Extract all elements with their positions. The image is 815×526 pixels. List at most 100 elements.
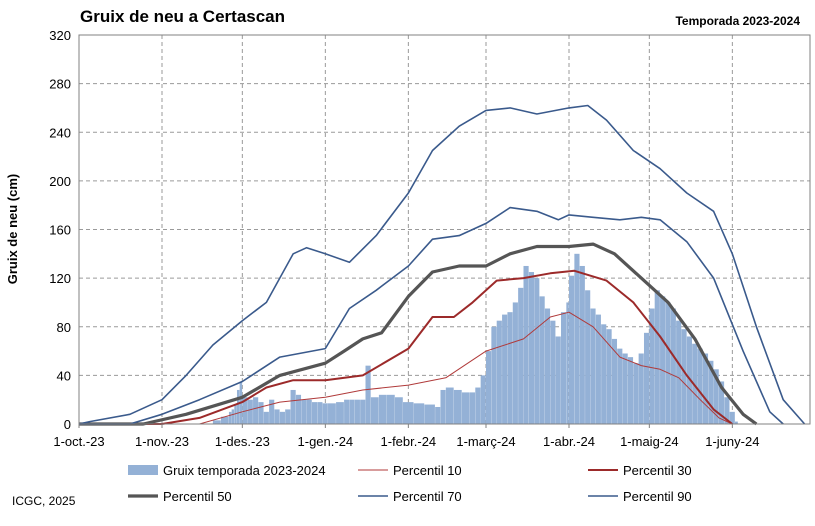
legend-label: Percentil 50 bbox=[163, 489, 232, 504]
snow-depth-bar bbox=[306, 399, 312, 424]
snow-depth-bar bbox=[475, 387, 481, 424]
snow-depth-bar bbox=[708, 360, 714, 424]
snow-depth-bar bbox=[236, 389, 240, 424]
snow-depth-bar bbox=[496, 320, 502, 424]
chart-title: Gruix de neu a Certascan bbox=[80, 7, 285, 26]
snow-depth-bar bbox=[453, 389, 462, 424]
x-tick-label: 1-nov.-23 bbox=[135, 434, 189, 449]
snow-depth-bar bbox=[601, 324, 607, 424]
snow-depth-bar bbox=[566, 302, 569, 424]
snow-depth-bar bbox=[590, 308, 596, 424]
x-tick-label: 1-des.-23 bbox=[215, 434, 270, 449]
y-tick-label: 160 bbox=[49, 223, 71, 238]
y-tick-label: 40 bbox=[57, 368, 71, 383]
snow-depth-bar bbox=[518, 287, 524, 424]
snow-depth-bar bbox=[253, 397, 259, 424]
snow-depth-bar bbox=[370, 397, 379, 424]
snow-depth-bar bbox=[344, 399, 350, 424]
x-tick-label: 1-gen.-24 bbox=[298, 434, 354, 449]
x-tick-label: 1-oct.-23 bbox=[53, 434, 104, 449]
snow-depth-bar bbox=[595, 314, 601, 424]
snow-depth-bar bbox=[295, 394, 302, 424]
snow-depth-bar bbox=[512, 302, 518, 424]
snow-depth-bar bbox=[435, 406, 441, 424]
x-tick-label: 1-febr.-24 bbox=[381, 434, 437, 449]
percentil-70-line bbox=[79, 206, 784, 425]
snow-depth-bar bbox=[523, 265, 529, 424]
snow-depth-bar bbox=[491, 326, 497, 424]
snow-depth-bar bbox=[611, 338, 618, 424]
snow-depth-bars bbox=[212, 253, 738, 424]
snow-depth-bar bbox=[550, 320, 556, 424]
percentil-90-line bbox=[78, 104, 806, 425]
percentil-30-line bbox=[79, 269, 733, 425]
snow-depth-bar bbox=[574, 253, 580, 424]
x-tick-label: 1-maig-24 bbox=[620, 434, 679, 449]
y-axis-label: Gruix de neu (cm) bbox=[5, 174, 20, 285]
legend-label: Percentil 70 bbox=[393, 489, 462, 504]
snow-depth-bar bbox=[234, 404, 237, 424]
y-tick-label: 80 bbox=[57, 320, 71, 335]
snow-depth-bar bbox=[555, 336, 561, 424]
snow-depth-bar bbox=[539, 296, 545, 424]
season-label: Temporada 2023-2024 bbox=[675, 14, 800, 28]
y-tick-label: 0 bbox=[64, 417, 71, 432]
snow-depth-bar bbox=[424, 404, 435, 424]
percentil-50-line bbox=[79, 242, 758, 426]
snow-depth-bar bbox=[544, 308, 551, 424]
snow-depth-bar bbox=[660, 296, 666, 424]
snow-depth-bar bbox=[258, 402, 264, 424]
snow-depth-bar bbox=[365, 365, 371, 424]
percentile-lines bbox=[78, 104, 806, 426]
snow-depth-bar bbox=[440, 389, 446, 424]
snow-depth-bar bbox=[676, 320, 682, 424]
snow-depth-bar bbox=[617, 348, 623, 424]
credit: ICGC, 2025 bbox=[12, 494, 76, 508]
plot-area bbox=[78, 34, 811, 425]
snow-depth-bar bbox=[354, 399, 360, 424]
snow-depth-bar bbox=[569, 275, 575, 424]
snow-depth-bar bbox=[212, 420, 221, 424]
legend-label: Gruix temporada 2023-2024 bbox=[163, 463, 326, 478]
legend-swatch-bars bbox=[128, 465, 158, 475]
snow-depth-bar bbox=[378, 394, 387, 424]
legend-label: Percentil 30 bbox=[623, 463, 692, 478]
snow-depth-bar bbox=[507, 312, 513, 424]
snow-depth-bar bbox=[486, 351, 492, 424]
y-tick-label: 280 bbox=[49, 77, 71, 92]
snow-depth-bar bbox=[681, 329, 687, 424]
snow-depth-bar bbox=[528, 272, 535, 424]
snow-depth-bar bbox=[633, 363, 639, 424]
snow-depth-bar bbox=[413, 403, 425, 424]
snow-depth-bar bbox=[697, 348, 703, 424]
snow-depth-bar bbox=[285, 409, 291, 424]
snow-depth-bar bbox=[469, 392, 476, 424]
snow-depth-bar bbox=[718, 381, 725, 424]
snow-depth-bar bbox=[263, 411, 269, 424]
snow-depth-bar bbox=[231, 409, 235, 424]
snow-depth-bar bbox=[228, 411, 232, 424]
snow-depth-bar bbox=[274, 409, 280, 424]
legend: Gruix temporada 2023-2024 Percentil 10 Per… bbox=[128, 463, 692, 504]
snow-depth-bar bbox=[386, 394, 395, 424]
snow-depth-bar bbox=[643, 332, 650, 424]
snow-depth-bar bbox=[724, 397, 730, 424]
snow-depth-bar bbox=[480, 375, 486, 424]
snow-depth-bar bbox=[729, 411, 735, 424]
snow-depth-bar bbox=[402, 402, 414, 424]
snow-depth-bar bbox=[247, 399, 253, 424]
snow-depth-bar bbox=[665, 302, 671, 424]
snow-depth-bar bbox=[445, 387, 454, 424]
snow-depth-bar bbox=[585, 290, 591, 424]
snow-depth-bar bbox=[713, 369, 719, 424]
snow-depth-bar bbox=[349, 399, 355, 424]
snow-depth-bar bbox=[649, 308, 655, 424]
snow-depth-bar bbox=[336, 402, 344, 424]
snow-depth-bar bbox=[311, 402, 318, 424]
snow-depth-bar bbox=[461, 392, 470, 424]
legend-label: Percentil 10 bbox=[393, 463, 462, 478]
snow-depth-bar bbox=[328, 403, 336, 424]
percentil-10-line bbox=[79, 311, 733, 425]
snow-depth-bar bbox=[622, 353, 628, 424]
